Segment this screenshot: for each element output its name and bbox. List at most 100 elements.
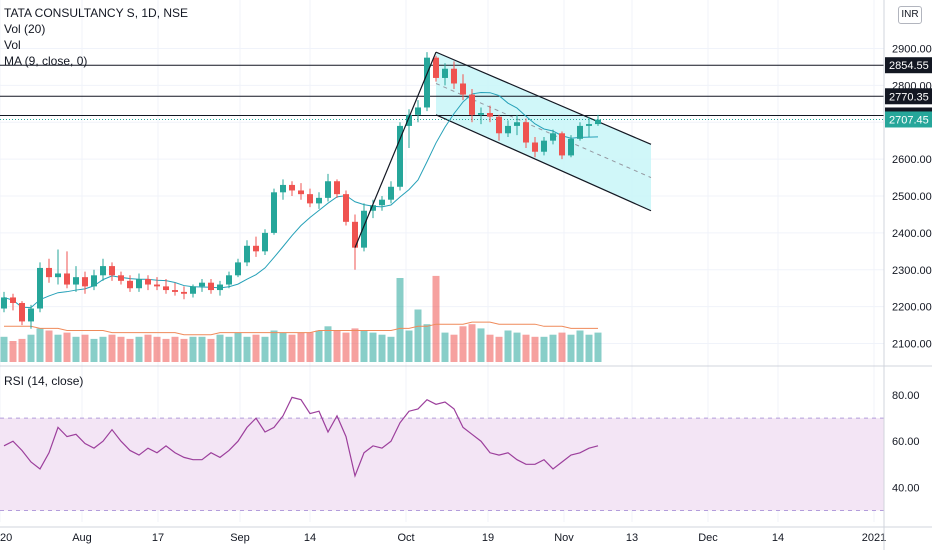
candle-body <box>145 279 151 285</box>
candle-body <box>37 267 43 309</box>
candle-body <box>415 107 421 115</box>
volume-bar <box>216 334 224 362</box>
volume-bar <box>468 324 476 362</box>
volume-bar <box>90 338 98 362</box>
candle-body <box>361 210 367 248</box>
candle-body <box>190 286 196 294</box>
candle-body <box>136 279 142 289</box>
candle-body <box>208 282 214 291</box>
volume-bar <box>531 336 539 362</box>
volume-bars <box>0 275 602 362</box>
candle-body <box>487 113 493 117</box>
volume-bar <box>126 338 134 362</box>
volume-bar <box>558 332 566 362</box>
volume-bar <box>540 336 548 362</box>
candle-body <box>271 192 277 233</box>
candle-body <box>523 122 529 143</box>
volume-bar <box>306 332 314 362</box>
ma-legend[interactable]: MA (9, close, 0) <box>4 54 88 68</box>
volume-bar <box>144 334 152 362</box>
volume-bar <box>432 275 440 362</box>
candle-body <box>1 297 7 309</box>
time-tick-label: 14 <box>772 532 784 544</box>
rsi-panel <box>0 396 884 511</box>
price-tick-label: 2900.00 <box>892 43 932 55</box>
volume-bar <box>234 332 242 362</box>
candle-body <box>28 308 34 322</box>
candle-body <box>127 280 133 289</box>
currency-button[interactable]: INR <box>898 6 922 24</box>
volume-bar <box>414 309 422 362</box>
volume-bar <box>522 334 530 362</box>
volume-legend-2[interactable]: Vol <box>4 38 21 52</box>
time-tick-label: Sep <box>230 532 250 544</box>
volume-bar <box>135 336 143 362</box>
candle-body <box>10 297 16 303</box>
price-tick-label: 2200.00 <box>892 302 932 314</box>
candle-body <box>244 245 250 263</box>
rsi-tick-label: 80.00 <box>892 390 920 402</box>
volume-bar <box>63 332 71 362</box>
candle-body <box>451 68 457 84</box>
volume-bar <box>45 330 53 362</box>
candle-body <box>550 133 556 141</box>
rsi-tick-label: 60.00 <box>892 436 920 448</box>
price-tick-label: 2300.00 <box>892 265 932 277</box>
candle-body <box>532 142 538 152</box>
level-price-tag <box>885 57 932 74</box>
candle-body <box>397 125 403 187</box>
volume-bar <box>351 328 359 362</box>
volume-bar <box>198 336 206 362</box>
candle-body <box>46 267 52 278</box>
candle-body <box>82 277 88 287</box>
candle-body <box>199 282 205 287</box>
candle-body <box>298 190 304 195</box>
candle-body <box>577 125 583 139</box>
candle-body <box>478 113 484 115</box>
volume-bar <box>549 334 557 362</box>
candlesticks <box>1 52 601 329</box>
horizontal-lines[interactable] <box>0 64 884 120</box>
rsi-legend[interactable]: RSI (14, close) <box>4 374 84 388</box>
price-tick-label: 2100.00 <box>892 339 932 351</box>
symbol-title[interactable]: TATA CONSULTANCY S, 1D, NSE <box>4 6 189 20</box>
candle-body <box>433 57 439 78</box>
volume-bar <box>261 336 269 362</box>
candle-body <box>235 262 241 276</box>
candle-body <box>352 221 358 248</box>
candle-body <box>109 266 115 276</box>
volume-bar <box>18 338 26 362</box>
channel-lower-line <box>435 114 652 212</box>
last-price-tag <box>885 111 932 128</box>
candle-body <box>370 205 376 211</box>
volume-bar <box>342 332 350 362</box>
volume-bar <box>171 336 179 362</box>
volume-bar <box>117 336 125 362</box>
trend-line[interactable] <box>354 51 437 248</box>
price-tick-label: 2600.00 <box>892 154 932 166</box>
candle-body <box>343 194 349 222</box>
volume-bar <box>405 330 413 362</box>
volume-bar <box>162 338 170 362</box>
candle-body <box>316 197 322 204</box>
candle-body <box>442 68 448 78</box>
volume-bar <box>108 334 116 362</box>
volume-bar <box>450 334 458 362</box>
volume-bar <box>207 338 215 362</box>
volume-bar <box>567 334 575 362</box>
candle-body <box>460 83 466 95</box>
volume-bar <box>504 330 512 362</box>
candle-body <box>55 273 61 278</box>
volume-legend[interactable]: Vol (20) <box>4 22 46 36</box>
candle-body <box>379 199 385 206</box>
volume-bar <box>0 336 8 362</box>
price-tag-label: 2854.55 <box>889 60 929 72</box>
volume-bar <box>279 332 287 362</box>
volume-bar <box>189 336 197 362</box>
channel-fill <box>436 52 651 211</box>
regression-channel[interactable] <box>435 51 652 212</box>
candle-body <box>406 114 412 126</box>
volume-bar <box>81 334 89 362</box>
time-tick-label: 14 <box>304 532 316 544</box>
